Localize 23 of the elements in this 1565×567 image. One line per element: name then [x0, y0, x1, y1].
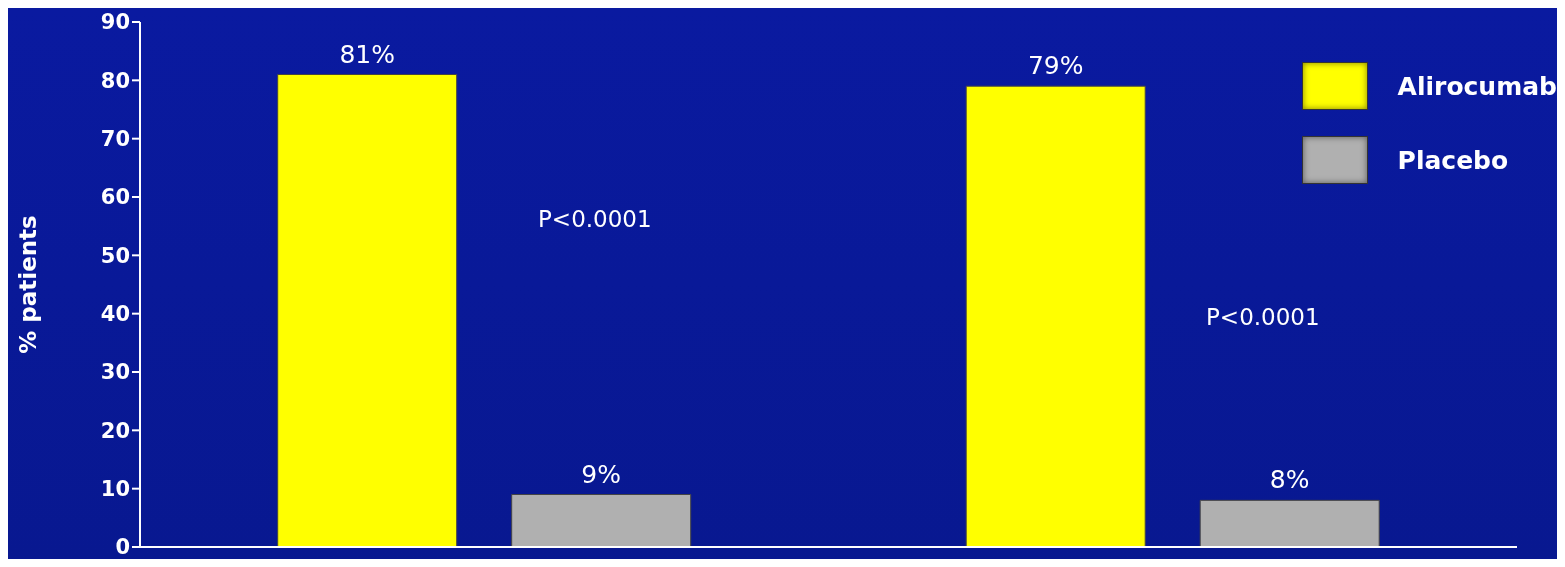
y-tick-label: 70: [100, 127, 130, 152]
y-tick-label: 30: [100, 360, 130, 385]
bar: [511, 494, 692, 547]
y-tick-label: 20: [100, 418, 130, 443]
legend-label: Placebo: [1397, 145, 1509, 175]
bar: [965, 85, 1146, 547]
p-value-note: P<0.0001: [538, 206, 652, 232]
y-tick-label: 90: [100, 10, 130, 35]
y-tick-label: 10: [100, 477, 130, 502]
y-tick-label: 60: [100, 185, 130, 210]
data-label: 81%: [339, 39, 395, 69]
y-tick-label: 50: [100, 243, 130, 268]
y-tick-label: 40: [100, 302, 130, 327]
data-label: 79%: [1027, 51, 1084, 81]
data-label: 8%: [1269, 465, 1310, 495]
bar: [277, 74, 458, 547]
y-axis-title: % patients: [15, 215, 42, 354]
y-tick-label: 80: [100, 68, 130, 93]
text: Alirocumab: [1397, 71, 1557, 101]
data-label: 9%: [581, 459, 622, 489]
p-value-note: P<0.0001: [1206, 304, 1320, 330]
y-tick-label: 0: [115, 535, 130, 560]
bar: [1199, 499, 1380, 547]
